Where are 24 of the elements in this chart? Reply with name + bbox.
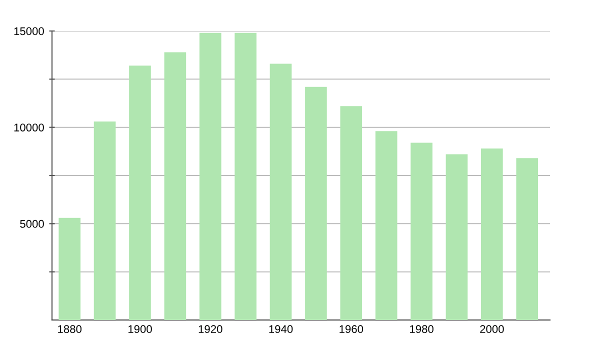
y-tick-label: 5000 — [20, 220, 44, 228]
bar — [305, 86, 327, 320]
bar — [516, 158, 538, 320]
x-tick-label: 1900 — [128, 325, 152, 334]
bar — [199, 32, 222, 320]
bar — [234, 32, 256, 320]
x-tick-label: 1980 — [410, 325, 434, 334]
x-tick-label: 2000 — [480, 325, 504, 334]
bar — [375, 131, 398, 320]
x-tick-label: 1960 — [340, 325, 364, 334]
bar — [446, 154, 468, 320]
bar — [58, 218, 81, 320]
bar — [481, 148, 503, 320]
y-tick-label: 15000 — [14, 27, 44, 36]
x-tick-label: 1940 — [269, 325, 293, 334]
y-tick-label: 10000 — [14, 124, 44, 132]
bar — [410, 142, 432, 320]
bar — [129, 66, 151, 320]
x-tick-label: 1920 — [198, 325, 222, 334]
x-tick-label: 1880 — [58, 325, 82, 334]
bar — [94, 122, 116, 320]
bar — [164, 52, 186, 320]
bar — [270, 64, 292, 320]
bar — [340, 106, 362, 320]
